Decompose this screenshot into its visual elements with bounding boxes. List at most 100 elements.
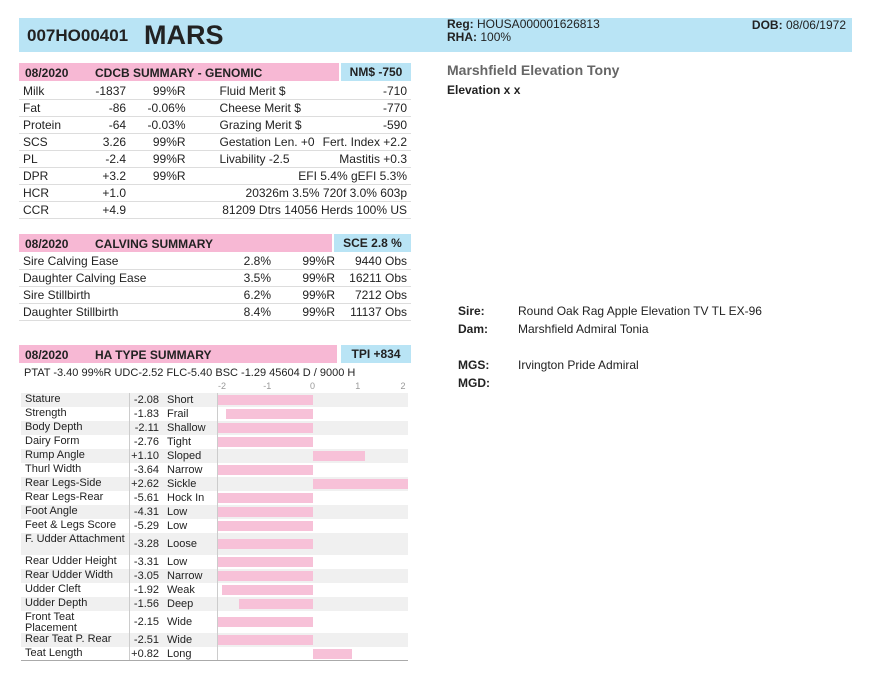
genomic-header-pink: 08/2020 CDCB SUMMARY - GENOMIC: [19, 63, 339, 81]
trait-name: Dairy Form: [25, 435, 80, 447]
trait-bar: [218, 395, 313, 405]
genomic-row: CCR +4.9 81209 Dtrs 14056 Herds 100% US: [19, 201, 411, 219]
trait-name: Milk: [19, 83, 82, 100]
calving-trait: Sire Calving Ease: [19, 253, 227, 270]
trait-descriptor: Deep: [167, 598, 194, 610]
trait-name: Foot Angle: [25, 505, 78, 517]
trait-name: Thurl Width: [25, 463, 82, 475]
type-traits-list: Stature -2.08 Short Strength -1.83 Frail Body …: [21, 393, 408, 661]
calving-row: Daughter Stillbirth 8.4% 99%R 11137 Obs: [19, 303, 411, 321]
genomic-title: CDCB SUMMARY - GENOMIC: [95, 66, 263, 80]
trait-bar: [313, 649, 352, 659]
trait-row: Thurl Width -3.64 Narrow: [21, 463, 408, 477]
trait-value: -3.64: [133, 464, 159, 476]
merit-label: Fluid Merit $: [189, 83, 319, 100]
trait-name: Strength: [25, 407, 67, 419]
trait-name: Body Depth: [25, 421, 83, 433]
merit-value: Fert. Index +2.2: [318, 133, 411, 151]
trait-name: HCR: [19, 184, 82, 202]
bull-name: MARS: [144, 20, 224, 50]
trait-name: Front Teat Placement: [25, 611, 77, 634]
trait-value: -2.11: [134, 422, 159, 434]
calving-title: CALVING SUMMARY: [95, 237, 213, 251]
trait-row: Rear Legs-Side +2.62 Sickle: [21, 477, 408, 491]
trait-name: SCS: [19, 133, 82, 151]
trait-row: Feet & Legs Score -5.29 Low: [21, 519, 408, 533]
calving-observations: 16211 Obs: [339, 269, 411, 287]
type-title: HA TYPE SUMMARY: [95, 348, 212, 362]
trait-bar: [226, 409, 313, 419]
trait-name: Rear Teat P. Rear: [25, 633, 112, 645]
genomic-section-header: 08/2020 CDCB SUMMARY - GENOMIC NM$ -750: [19, 63, 411, 81]
trait-descriptor: Narrow: [167, 464, 203, 476]
sire-value: Round Oak Rag Apple Elevation TV TL EX-9…: [518, 304, 762, 318]
nickname: Elevation x x: [447, 83, 521, 97]
trait-reliability: 99%R: [130, 167, 190, 185]
trait-descriptor: Narrow: [167, 570, 203, 582]
trait-value: -2.15: [133, 616, 159, 628]
trait-value: -3.31: [133, 556, 159, 568]
trait-row: Strength -1.83 Frail: [21, 407, 408, 421]
trait-value: -1.83: [133, 408, 159, 420]
scale-tick-label: 1: [355, 381, 361, 391]
divider-line: [21, 660, 408, 661]
trait-reliability: 99%R: [130, 150, 190, 168]
calving-percent: 3.5%: [227, 269, 275, 287]
merit-label: 20326m 3.5% 720f 3.0% 603p: [189, 184, 411, 202]
trait-bar: [218, 539, 313, 549]
trait-value: +0.82: [131, 648, 159, 660]
trait-name: Teat Length: [25, 647, 83, 659]
genomic-row: PL -2.4 99%R Livability -2.5 Mastitis +0.3: [19, 150, 411, 168]
trait-bar: [218, 423, 313, 433]
trait-name: CCR: [19, 201, 82, 219]
dob-label: DOB:: [751, 18, 783, 32]
trait-bar: [313, 451, 366, 461]
trait-row: Rear Legs-Rear -5.61 Hock In: [21, 491, 408, 505]
trait-row: Rear Teat P. Rear -2.51 Wide: [21, 633, 408, 647]
calving-table: Sire Calving Ease 2.8% 99%R 9440 Obs Daughte…: [19, 253, 411, 321]
trait-bar: [218, 507, 313, 517]
trait-value: -2.4: [81, 150, 131, 168]
calving-reliability: 99%R: [275, 269, 339, 287]
dob-info: DOB: 08/06/1972: [752, 18, 846, 32]
trait-bar: [218, 465, 313, 475]
trait-scale: -2 -1 0 1 2: [217, 381, 408, 393]
reg-value: HOUSA000001626813: [477, 17, 600, 31]
trait-name: Rear Udder Height: [25, 555, 117, 567]
trait-value: -86: [81, 99, 131, 117]
trait-name: Protein: [19, 116, 82, 134]
calving-trait: Sire Stillbirth: [19, 286, 227, 304]
merit-label: Grazing Merit $: [189, 116, 319, 134]
trait-name: Fat: [19, 99, 82, 117]
divider-line: [129, 393, 130, 661]
merit-value: -590: [318, 116, 411, 134]
trait-value: -3.05: [133, 570, 159, 582]
trait-value: +1.0: [81, 184, 131, 202]
trait-descriptor: Low: [167, 556, 188, 568]
trait-value: -5.61: [133, 492, 159, 504]
scale-tick-label: 2: [400, 381, 406, 391]
mgd-label: MGD:: [458, 376, 490, 390]
trait-bar: [218, 635, 313, 645]
trait-value: -2.08: [133, 394, 159, 406]
trait-descriptor: Low: [167, 520, 188, 532]
calving-reliability: 99%R: [275, 286, 339, 304]
sire-label: Sire:: [458, 304, 485, 318]
trait-name: Udder Depth: [25, 597, 88, 609]
header-bar: 007HO00401 MARS Reg: HOUSA000001626813 R…: [19, 18, 852, 52]
trait-reliability: -0.03%: [130, 116, 190, 134]
calving-observations: 11137 Obs: [339, 303, 411, 321]
trait-row: Udder Cleft -1.92 Weak: [21, 583, 408, 597]
scale-tick-label: -1: [263, 381, 272, 391]
trait-value: 3.26: [81, 133, 131, 151]
trait-bar: [218, 437, 313, 447]
trait-bar: [218, 571, 313, 581]
trait-row: Rump Angle +1.10 Sloped: [21, 449, 408, 463]
divider-line: [217, 393, 218, 661]
merit-label: EFI 5.4% gEFI 5.3%: [189, 167, 411, 185]
full-name: Marshfield Elevation Tony: [447, 62, 620, 78]
trait-name: Rear Legs-Rear: [25, 491, 104, 503]
trait-value: -1.56: [133, 598, 159, 610]
genomic-table: Milk -1837 99%R Fluid Merit $ -710 Fat -86 -0.0…: [19, 83, 411, 219]
dam-label: Dam:: [458, 322, 489, 336]
